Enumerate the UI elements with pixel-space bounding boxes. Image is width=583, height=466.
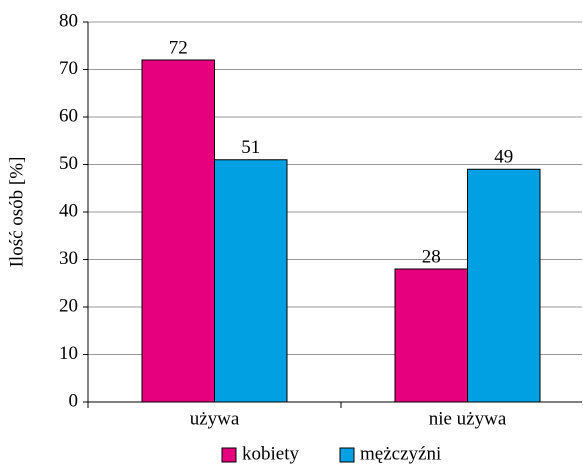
- x-tick-label: nie używa: [429, 408, 507, 429]
- y-tick-label: 50: [59, 153, 78, 174]
- bar: [394, 268, 468, 403]
- legend-label: mężczyźni: [360, 443, 441, 464]
- bar: [467, 168, 541, 403]
- y-tick-label: 30: [59, 248, 78, 269]
- y-tick-label: 80: [59, 10, 78, 31]
- value-label: 51: [241, 137, 260, 158]
- y-tick-label: 10: [59, 343, 78, 364]
- y-tick-label: 60: [59, 105, 78, 126]
- value-label: 28: [422, 246, 441, 267]
- legend-swatch: [221, 447, 237, 463]
- x-tick-label: używa: [190, 408, 240, 429]
- y-tick-label: 40: [59, 200, 78, 221]
- value-label: 49: [494, 147, 513, 168]
- bar: [141, 59, 215, 403]
- y-tick-label: 20: [59, 295, 78, 316]
- y-tick-label: 70: [59, 58, 78, 79]
- legend-label: kobiety: [242, 443, 299, 464]
- bar: [214, 159, 288, 403]
- value-label: 72: [169, 37, 188, 58]
- y-tick-label: 0: [69, 390, 79, 411]
- legend-swatch: [339, 447, 355, 463]
- y-axis-label: Ilość osób [%]: [6, 157, 27, 268]
